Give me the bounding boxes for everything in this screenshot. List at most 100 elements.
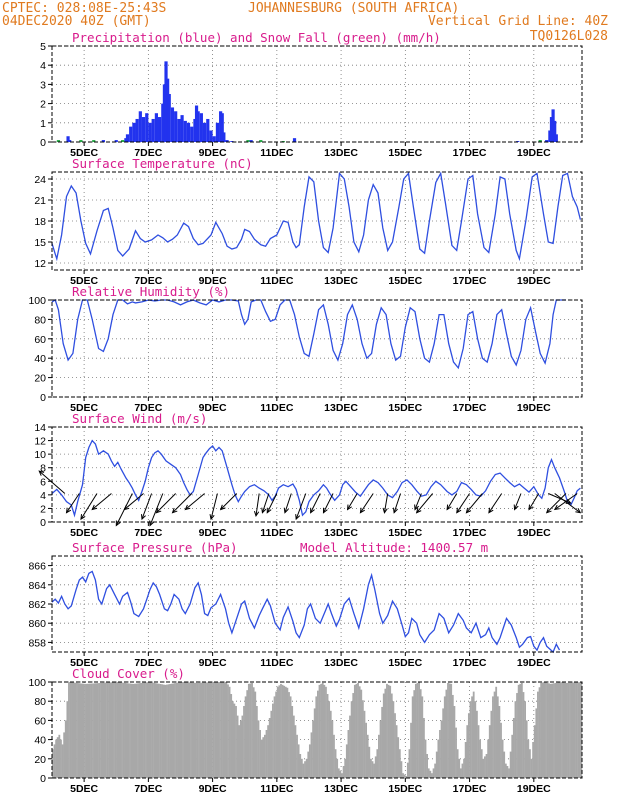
precip-precip-bar [124, 138, 128, 142]
cloud-cover-bar [146, 682, 149, 778]
cloud-cover-bar [421, 696, 424, 778]
cloud-cover-bar [121, 682, 123, 778]
cloud-cover-bar [493, 691, 496, 778]
cloud-cover-bar [113, 682, 115, 778]
cloud-cover-bar [467, 713, 470, 778]
wind-arrow-head [283, 507, 289, 514]
wind-arrow [546, 493, 567, 514]
precip-precip-bar [549, 117, 554, 142]
rh-line [51, 299, 566, 370]
precip-precip-bar [66, 136, 70, 142]
wind-arrow-head [209, 514, 215, 521]
cloud-cover-bar [406, 762, 409, 778]
wind-arrow-head [456, 507, 462, 514]
cloud-cover-bar [166, 684, 168, 778]
cloud-cover-bar [440, 720, 443, 778]
cloud-cover-bar [466, 725, 469, 778]
precip-precip-bar [190, 126, 194, 142]
cloud-xtick-label: 9DEC [199, 783, 227, 795]
precip-precip-bar [164, 61, 168, 142]
temp-ytick-label: 18 [34, 216, 46, 228]
rh-xtick-label: 15DEC [388, 402, 422, 414]
cloud-cover-bar [220, 682, 223, 778]
wind-arrow-head [322, 507, 328, 514]
cloud-cover-bar [382, 693, 385, 778]
cloud-cover-bar [201, 682, 204, 778]
cloud-cover-bar [143, 682, 146, 778]
cloud-cover-bar [532, 742, 535, 778]
cloud-cover-bar [244, 696, 247, 778]
cloud-cover-bar [158, 683, 160, 778]
cloud-cover-bar [312, 720, 314, 778]
cloud-cover-bar [431, 773, 433, 778]
cloud-cover-bar [484, 756, 486, 778]
cloud-cover-bar [525, 720, 528, 778]
cloud-cover-bar [488, 725, 491, 778]
wind-frame [51, 426, 583, 523]
cloud-cover-bar [188, 682, 191, 778]
cloud-cover-bar [98, 683, 101, 778]
temp-xtick-label: 19DEC [517, 275, 551, 287]
wind-arrow-head [80, 514, 86, 521]
cloud-cover-bar [204, 682, 207, 778]
temp-xtick-label: 9DEC [199, 275, 227, 287]
precip-precip-bar [162, 84, 167, 142]
wind-arrow [220, 493, 238, 510]
header-location-coords: CPTEC: 028:08E-25:43S [2, 1, 166, 16]
precip-snow-bar [246, 140, 250, 142]
cloud-cover-bar [153, 682, 155, 778]
precip-title: Precipitation (blue) and Snow Fall (gree… [72, 30, 441, 45]
wind-arrow [554, 493, 581, 514]
wind-arrow [323, 493, 334, 513]
cloud-cover-bar [461, 763, 464, 778]
wind-arrow-head [38, 470, 45, 476]
wind-ytick-label: 14 [34, 422, 46, 434]
wind-ytick-label: 12 [34, 436, 46, 448]
precip-precip-bar [170, 107, 175, 142]
precip-precip-bar [132, 122, 136, 142]
cloud-cover-bar [435, 751, 438, 778]
cloud-cover-bar [498, 706, 501, 778]
precip-ytick-label: 1 [40, 118, 46, 130]
cloud-cover-bar [238, 725, 241, 778]
cloud-xtick-label: 19DEC [517, 783, 551, 795]
cloud-cover-bar [471, 696, 473, 778]
temp-xtick-label: 15DEC [388, 275, 422, 287]
wind-arrow-head [310, 507, 315, 514]
cloud-cover-bar [395, 725, 398, 778]
precip-precip-bar [225, 140, 229, 142]
cloud-cover-bar [308, 744, 311, 778]
cloud-cover-bar [339, 770, 342, 778]
cloud-cover-bar [387, 684, 390, 778]
cloud-cover-bar [260, 739, 263, 778]
pressure-frame [51, 555, 583, 653]
precip-xtick-label: 17DEC [453, 147, 487, 159]
cloud-cover-bar [251, 682, 253, 778]
wind-arrow-head [465, 507, 472, 514]
cloud-cover-bar [162, 684, 165, 778]
precip-panel: Precipitation (blue) and Snow Fall (gree… [40, 30, 583, 159]
cloud-cover-bar [233, 703, 236, 778]
cloud-cover-bar [567, 682, 570, 778]
cloud-cover-bar [562, 682, 565, 778]
wind-xtick-label: 17DEC [453, 527, 487, 539]
cloud-cover-bar [191, 682, 194, 778]
cloud-cover-bar [350, 701, 353, 778]
cloud-cover-bar [374, 756, 377, 778]
wind-arrow [266, 493, 278, 513]
wind-arrow-head [382, 507, 388, 514]
cloud-cover-bar [196, 682, 199, 778]
wind-arrow [414, 493, 422, 510]
cloud-cover-bar [556, 682, 559, 778]
cloud-cover-bar [55, 739, 58, 778]
cloud-cover-bar [286, 687, 289, 778]
temp-ytick-label: 24 [34, 174, 46, 186]
cloud-cover-bar [424, 739, 427, 778]
cloud-cover-bar [74, 682, 77, 778]
cloud-cover-bar [255, 706, 258, 778]
cloud-cover-bar [202, 682, 205, 778]
precip-xtick-label: 15DEC [388, 147, 422, 159]
wind-arrow-head [65, 507, 72, 514]
cloud-cover-bar [167, 684, 170, 778]
cloud-cover-bar [79, 683, 82, 778]
